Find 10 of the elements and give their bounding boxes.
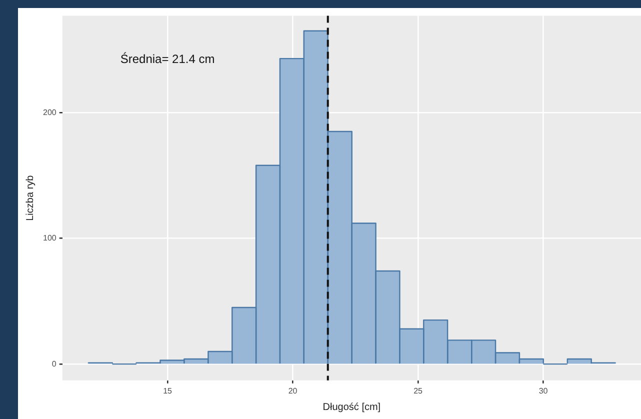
y-tick-label: 200 bbox=[42, 108, 57, 117]
x-tick-label: 30 bbox=[538, 386, 548, 396]
x-tick-label: 20 bbox=[288, 386, 298, 396]
x-tick-label: 15 bbox=[163, 386, 173, 396]
y-axis-title: Liczba ryb bbox=[24, 174, 36, 221]
y-tick-label: 100 bbox=[42, 234, 57, 243]
y-tick-label: 0 bbox=[52, 359, 57, 368]
x-axis-title: Długość [cm] bbox=[322, 402, 381, 413]
annotation: Średnia= 21.4 cm bbox=[120, 52, 215, 66]
x-tick-label: 25 bbox=[414, 386, 424, 396]
